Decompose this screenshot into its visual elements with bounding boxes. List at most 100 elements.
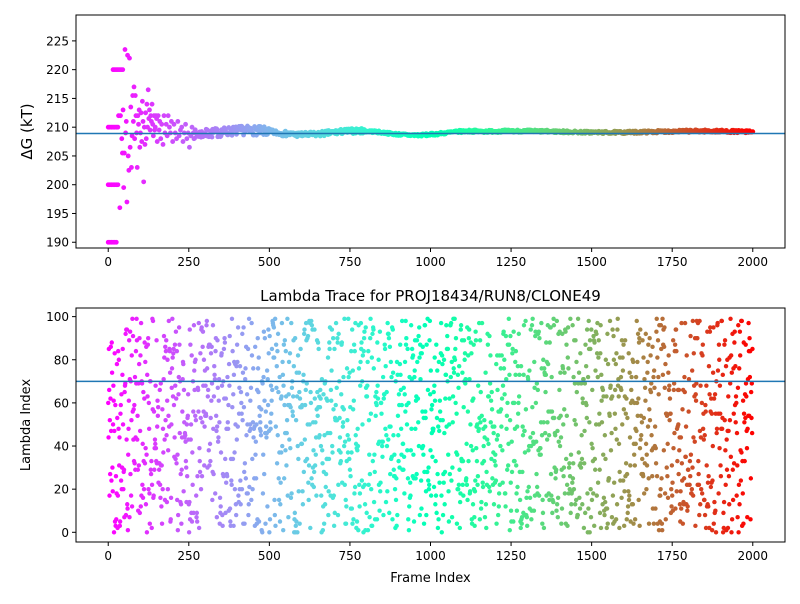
lambda-trace-point [229,316,235,321]
lambda-trace-point [433,493,439,498]
lambda-trace-point [517,497,523,503]
lambda-trace-point [737,366,742,371]
lambda-trace-point [676,471,681,477]
lambda-trace-point [408,448,414,453]
lambda-trace-point [110,465,115,470]
lambda-trace-point [457,499,463,505]
lambda-trace-point [371,327,376,332]
lambda-trace-point [255,366,261,371]
lambda-trace-point [197,469,203,475]
lambda-trace-point [595,480,601,485]
lambda-trace-point [307,422,312,427]
lambda-trace-point [702,433,707,438]
lambda-trace-point [616,441,622,447]
lambda-trace-point [491,502,497,507]
lambda-trace-point [626,497,632,503]
lambda-trace-point [534,439,539,444]
lambda-trace-point [688,474,693,479]
lambda-trace-point [181,489,186,494]
lambda-trace-point [446,519,452,524]
lambda-trace-point [424,342,429,347]
lambda-trace-point [191,510,196,516]
lambda-trace-point [463,376,468,382]
lambda-trace-point [359,340,364,345]
lambda-trace-point [617,525,622,531]
lambda-trace-point [259,407,264,412]
lambda-trace-point [114,361,120,367]
lambda-trace-point [505,463,511,468]
lambda-trace-point [562,491,568,496]
lambda-trace-point [425,387,431,393]
lambda-trace-point [315,413,320,419]
lambda-trace-point [451,370,457,375]
lambda-trace-point [160,407,165,412]
lambda-trace-point [695,335,700,341]
lambda-trace-point [744,445,750,451]
lambda-trace-point [528,327,533,332]
lambda-trace-point [246,512,251,518]
lambda-trace-point [218,450,224,455]
lambda-trace-point [316,346,321,352]
lambda-trace-point [165,486,171,492]
lambda-trace-point [356,527,361,533]
lambda-trace-point [263,424,269,429]
lambda-trace-point [371,366,376,371]
lambda-trace-point [661,448,667,453]
lambda-trace-point [268,426,273,431]
lambda-trace-point [375,340,380,345]
lambda-trace-point [422,323,428,328]
lambda-trace-point [315,340,321,345]
lambda-trace-point [241,325,246,330]
lambda-trace-point [174,396,179,401]
lambda-trace-point [169,422,174,427]
lambda-trace-point [369,355,375,360]
delta-g-point [121,185,127,190]
lambda-trace-point [748,476,754,481]
lambda-trace-point [659,521,665,526]
lambda-trace-point [338,450,343,455]
lambda-trace-point [488,420,493,425]
lambda-trace-point [626,489,631,494]
lambda-trace-point [635,413,640,419]
lambda-trace-point [611,480,617,485]
lambda-trace-point [257,413,262,419]
lambda-trace-point [610,493,616,498]
lambda-trace-point [153,383,158,388]
lambda-trace-point [507,527,512,533]
lambda-trace-point [724,467,730,472]
lambda-trace-point [358,320,364,326]
lambda-trace-point [135,413,140,419]
lambda-trace-point [624,471,630,477]
lambda-trace-point [579,456,585,462]
delta-g-point [176,133,182,139]
delta-g-point [118,113,123,119]
lambda-trace-point [431,426,436,431]
lambda-trace-point [174,348,180,354]
lambda-trace-point [589,497,595,503]
lambda-trace-point [498,366,503,371]
lambda-trace-point [162,437,167,442]
lambda-trace-point [176,325,182,330]
lambda-trace-point [172,342,178,347]
delta-g-point [143,136,149,142]
lambda-trace-point [534,381,540,386]
lambda-trace-point [117,435,122,440]
lambda-trace-point [205,387,211,393]
lambda-trace-point [582,461,587,466]
delta-g-point [189,124,195,130]
lambda-trace-point [745,426,750,431]
lambda-trace-point [303,320,309,326]
lambda-trace-point [385,320,390,326]
lambda-trace-point [188,437,193,442]
lambda-trace-point [245,346,251,352]
lambda-trace-point [177,430,182,436]
lambda-trace-point [625,510,630,516]
lambda-trace-point [583,364,589,369]
lambda-trace-point [573,338,578,343]
lambda-trace-point [442,430,447,436]
lambda-trace-point [623,461,629,466]
lambda-trace-point [634,318,639,324]
lambda-trace-point [630,502,636,507]
lambda-trace-point [282,402,287,408]
lambda-trace-point [219,383,225,388]
